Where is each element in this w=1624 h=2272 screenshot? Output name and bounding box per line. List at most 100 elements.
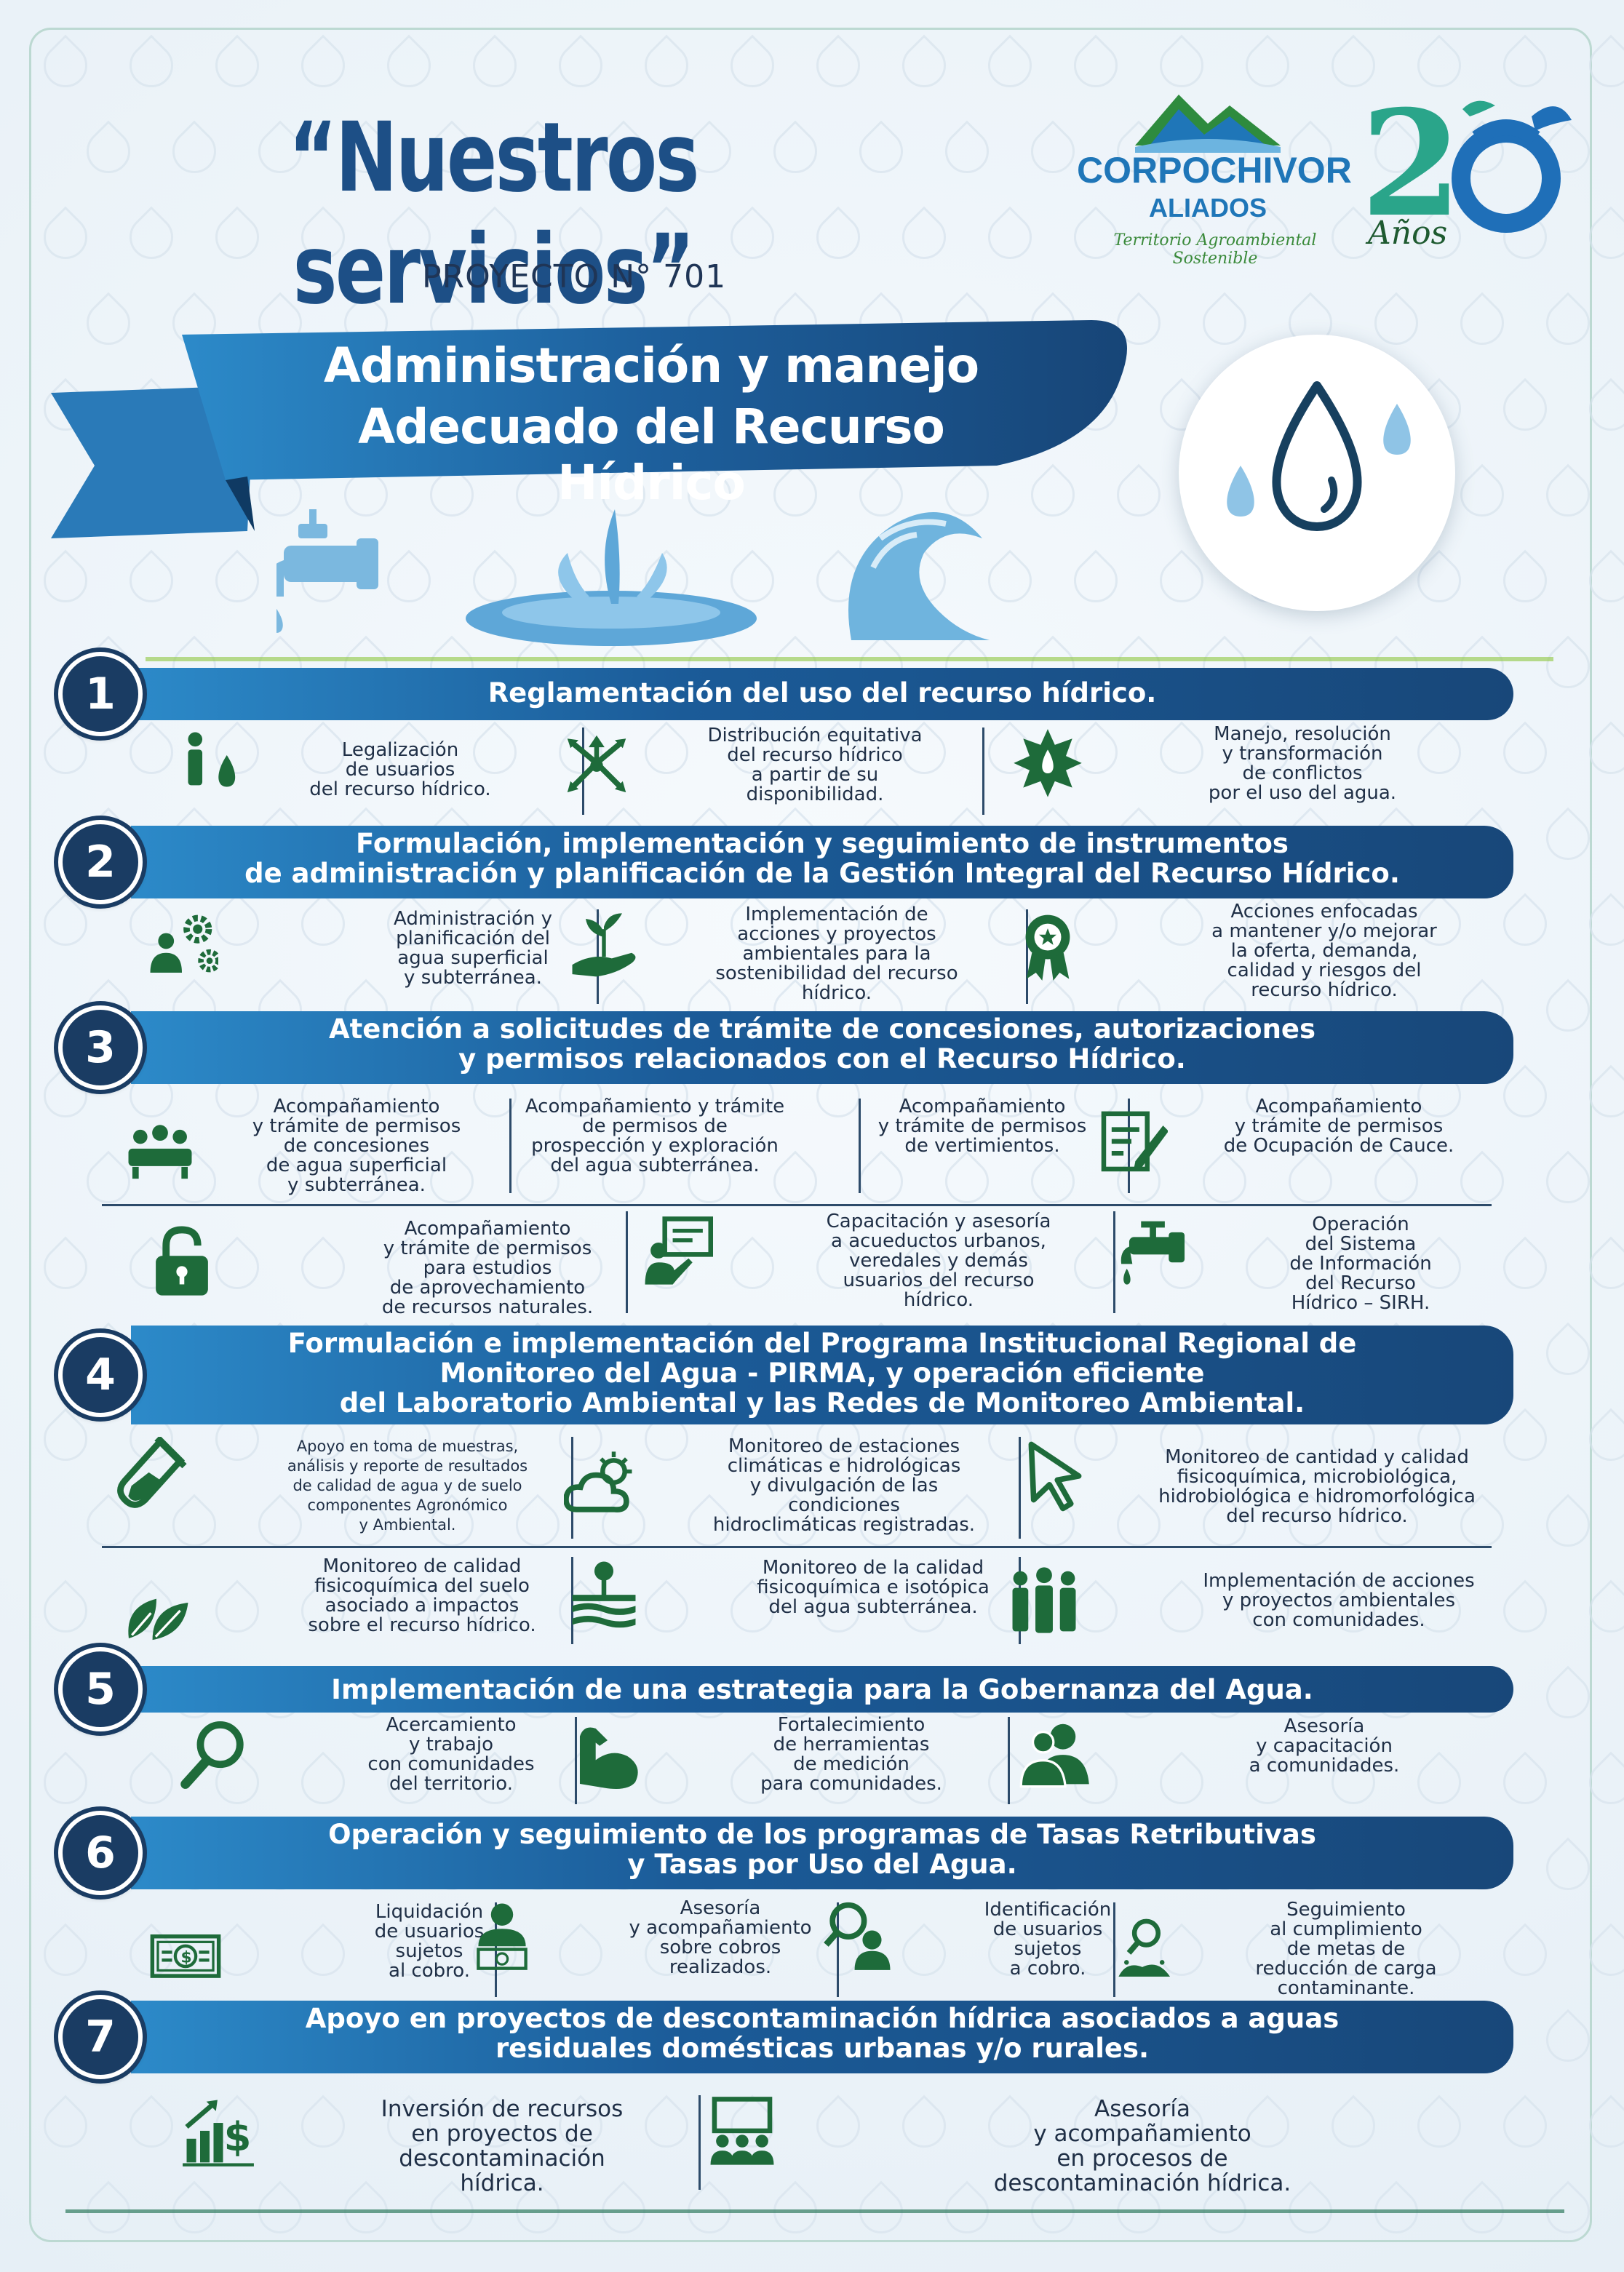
service-item-line: Monitoreo de cantidad y calidad bbox=[1165, 1446, 1469, 1468]
service-item-line: con comunidades bbox=[367, 1753, 535, 1775]
svg-text:$: $ bbox=[224, 2114, 252, 2160]
search-pollution-icon bbox=[1118, 1918, 1171, 1977]
column-divider bbox=[1026, 909, 1028, 1004]
logo-sub: ALIADOS bbox=[1149, 193, 1267, 223]
person-water-drop-icon bbox=[188, 732, 236, 787]
service-item-text: Monitoreo de la calidad fisicoquímica e i… bbox=[735, 1558, 1011, 1617]
section-number: 6 bbox=[85, 1827, 116, 1878]
service-item-line: del recurso hídrico bbox=[727, 744, 903, 766]
section-1-title: Reglamentación del uso del recurso hídri… bbox=[131, 678, 1513, 708]
column-divider bbox=[837, 1902, 839, 1997]
service-item-line: de calidad de agua y de suelo bbox=[292, 1477, 522, 1494]
section-number: 1 bbox=[85, 669, 116, 720]
service-item-line: de Ocupación de Cauce. bbox=[1223, 1135, 1454, 1157]
service-item-line: condiciones bbox=[788, 1494, 900, 1516]
section-6-title-bar: Operación y seguimiento de los programas… bbox=[131, 1817, 1513, 1889]
water-drops-badge bbox=[1179, 335, 1455, 611]
service-item-line: y subterránea. bbox=[404, 967, 542, 989]
distribution-arrows-icon bbox=[567, 735, 626, 793]
service-item-line: realizados. bbox=[669, 1956, 772, 1978]
banner-line-2: Adecuado del Recurso Hídrico bbox=[358, 399, 945, 511]
service-item-line: Seguimiento bbox=[1286, 1899, 1406, 1921]
service-item-line: de medición bbox=[793, 1753, 909, 1775]
service-item-line: contaminante. bbox=[1277, 1977, 1415, 1999]
test-tube-icon bbox=[117, 1437, 187, 1508]
service-item-line: hidrobiológica e hidromorfológica bbox=[1158, 1486, 1476, 1507]
service-item-line: Liquidación bbox=[375, 1901, 484, 1923]
section-3-number-badge: 3 bbox=[58, 1005, 143, 1090]
section-title-line: Operación y seguimiento de los programas… bbox=[328, 1819, 1316, 1850]
service-item-text: Implementación de acciones y proyectos amb… bbox=[698, 905, 975, 1003]
section-number: 7 bbox=[85, 2012, 116, 2062]
money-bill-icon: $ bbox=[150, 1934, 221, 1978]
service-item-line: y trabajo bbox=[408, 1734, 494, 1755]
column-divider bbox=[597, 909, 599, 1004]
service-item-line: con comunidades. bbox=[1252, 1609, 1425, 1631]
service-item-line: y trámite de permisos bbox=[1234, 1115, 1444, 1137]
column-divider bbox=[1008, 1717, 1010, 1804]
group-meeting-icon bbox=[128, 1125, 192, 1179]
service-item-line: Acompañamiento bbox=[404, 1218, 571, 1240]
section-3-title-bar: Atención a solicitudes de trámite de con… bbox=[131, 1011, 1513, 1084]
service-item-text: Inversión de recursos en proyectos de desc… bbox=[349, 2097, 655, 2196]
section-4-title: Formulación e implementación del Program… bbox=[131, 1328, 1513, 1418]
service-item-line: de usuarios bbox=[345, 759, 455, 781]
service-item-text: Operación del Sistema de Información del Re… bbox=[1244, 1215, 1477, 1313]
column-divider bbox=[509, 1099, 512, 1193]
service-item-line: Legalización bbox=[341, 739, 459, 761]
service-item-line: y proyectos ambientales bbox=[1222, 1590, 1456, 1611]
service-item-line: a acueductos urbanos, bbox=[831, 1230, 1046, 1252]
service-item-line: a comunidades. bbox=[1249, 1755, 1400, 1777]
section-title-line: Implementación de una estrategia para la… bbox=[331, 1674, 1313, 1705]
service-item-text: Acciones enfocadas a mantener y/o mejorar… bbox=[1193, 902, 1455, 1000]
column-divider bbox=[1128, 1099, 1130, 1193]
anniversary-25-icon: 2 Años bbox=[1361, 79, 1572, 252]
service-item-line: y acompañamiento bbox=[629, 1917, 812, 1939]
service-item-line: del recurso hídrico. bbox=[1226, 1505, 1408, 1527]
section-title-line: Formulación e implementación del Program… bbox=[287, 1328, 1357, 1359]
service-item-line: Distribución equitativa bbox=[707, 725, 923, 746]
section-number: 5 bbox=[85, 1664, 116, 1715]
splash-illustration-icon bbox=[466, 509, 757, 646]
service-item-line: y trámite de permisos bbox=[252, 1115, 461, 1137]
section-6-number-badge: 6 bbox=[58, 1811, 143, 1895]
ribbon-shape bbox=[51, 320, 1127, 538]
water-faucet-icon bbox=[1121, 1221, 1185, 1285]
service-item-line: del Recurso bbox=[1305, 1272, 1416, 1294]
service-item-line: y transformación bbox=[1222, 743, 1383, 765]
mountains-logo-icon bbox=[1135, 95, 1281, 153]
section-1-number-badge: 1 bbox=[58, 652, 143, 736]
award-medal-icon bbox=[1025, 914, 1070, 981]
page-title: “Nuestros servicios” bbox=[288, 102, 699, 326]
service-item-line: calidad y riesgos del bbox=[1227, 960, 1422, 981]
service-item-text: Asesoría y capacitación a comunidades. bbox=[1208, 1717, 1441, 1776]
service-item-text: Liquidación de usuarios sujetos al cobro. bbox=[335, 1902, 524, 1981]
service-item-line: hídrico. bbox=[801, 982, 872, 1004]
anniversary-label: Años bbox=[1365, 215, 1447, 252]
service-item-line: y Ambiental. bbox=[359, 1516, 456, 1534]
service-item-line: Apoyo en toma de muestras, bbox=[296, 1438, 519, 1455]
section-7-number-badge: 7 bbox=[58, 1995, 143, 2079]
service-item-line: de concesiones bbox=[283, 1135, 430, 1157]
magnifier-icon bbox=[180, 1721, 244, 1789]
service-item-line: sobre el recurso hídrico. bbox=[308, 1614, 536, 1636]
service-item-line: de metas de bbox=[1286, 1938, 1406, 1960]
row-divider bbox=[102, 1546, 1492, 1548]
section-title-line: Formulación, implementación y seguimient… bbox=[356, 828, 1289, 859]
column-divider bbox=[1113, 1211, 1115, 1313]
service-item-line: de permisos de bbox=[582, 1115, 728, 1137]
project-banner: Administración y manejo Adecuado del Rec… bbox=[51, 320, 1142, 582]
column-divider bbox=[698, 2095, 701, 2190]
service-item-line: de usuarios bbox=[992, 1918, 1103, 1940]
leaves-icon bbox=[128, 1598, 188, 1641]
column-divider bbox=[575, 1717, 577, 1804]
service-item-line: Hídrico – SIRH. bbox=[1291, 1292, 1430, 1314]
service-item-line: hídrica. bbox=[460, 2170, 544, 2196]
service-item-text: Implementación de acciones y proyectos am… bbox=[1186, 1571, 1492, 1630]
service-item-line: a mantener y/o mejorar bbox=[1211, 920, 1437, 942]
service-item-line: Implementación de acciones bbox=[1203, 1570, 1475, 1592]
service-item-line: a partir de su bbox=[751, 764, 879, 786]
page-frame bbox=[29, 28, 1592, 2242]
section-5-title: Implementación de una estrategia para la… bbox=[131, 1675, 1513, 1705]
service-item-line: veredales y demás bbox=[849, 1250, 1028, 1272]
